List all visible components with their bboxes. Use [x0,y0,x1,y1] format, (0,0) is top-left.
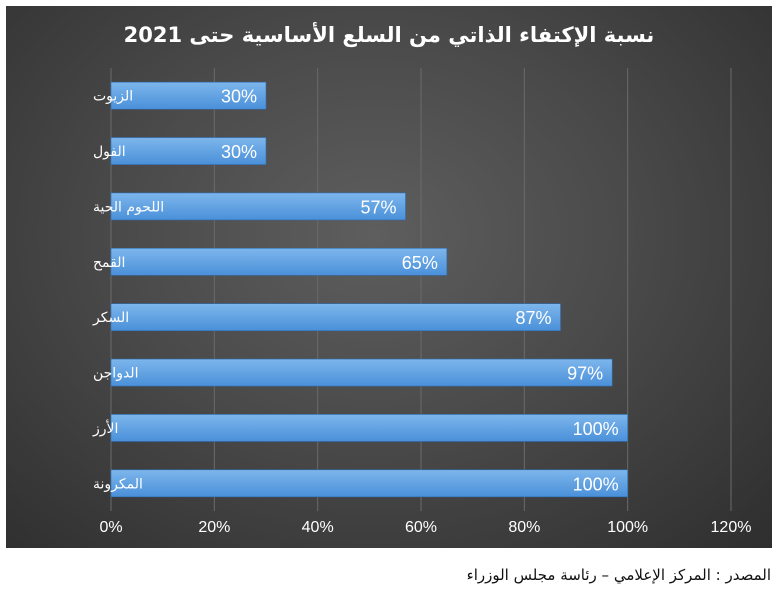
x-tick-label: 60% [405,519,437,536]
source-note: المصدر : المركز الإعلامي – رئاسة مجلس ال… [466,566,771,584]
data-label: 87% [515,308,551,328]
category-label: السكر [92,310,129,326]
bars: 30% 30% 57% 65% 87% 97% 100% 100% [110,81,628,498]
category-label: المكرونة [93,476,143,492]
data-label: 30% [221,142,257,162]
category-label: الفول [93,144,126,160]
data-label: 100% [573,419,619,439]
bar [110,192,406,221]
x-tick-label: 80% [508,519,540,536]
category-label: القمح [93,255,125,271]
bar [110,81,267,110]
bar [110,303,561,331]
x-tick-label: 120% [711,519,752,536]
data-label: 97% [567,364,603,384]
bar [110,469,628,498]
category-label: الدواجن [93,366,138,382]
category-label: اللحوم الحية [93,199,164,215]
data-label: 57% [360,197,396,217]
bar [110,358,613,387]
data-label: 30% [221,87,257,107]
x-tick-label: 40% [302,519,334,536]
category-label: الأرز [92,419,118,437]
chart-title: نسبة الإكتفاء الذاتي من السلع الأساسية ح… [124,21,655,47]
bar-chart: نسبة الإكتفاء الذاتي من السلع الأساسية ح… [92,21,751,536]
chart-panel: نسبة الإكتفاء الذاتي من السلع الأساسية ح… [6,6,772,548]
category-label: الزيوت [93,89,133,105]
bar [110,414,628,442]
grid-lines [110,68,732,511]
bar [110,248,448,276]
x-tick-label: 0% [99,519,122,536]
x-tick-label: 20% [198,519,230,536]
bar [110,137,267,165]
data-label: 65% [402,253,438,273]
x-tick-labels: 0% 20% 40% 60% 80% 100% 120% [99,519,751,536]
category-labels: الزيوت الفول اللحوم الحية القمح السكر الدواجن… [92,89,164,493]
x-tick-label: 100% [607,519,648,536]
data-label: 100% [573,474,619,494]
